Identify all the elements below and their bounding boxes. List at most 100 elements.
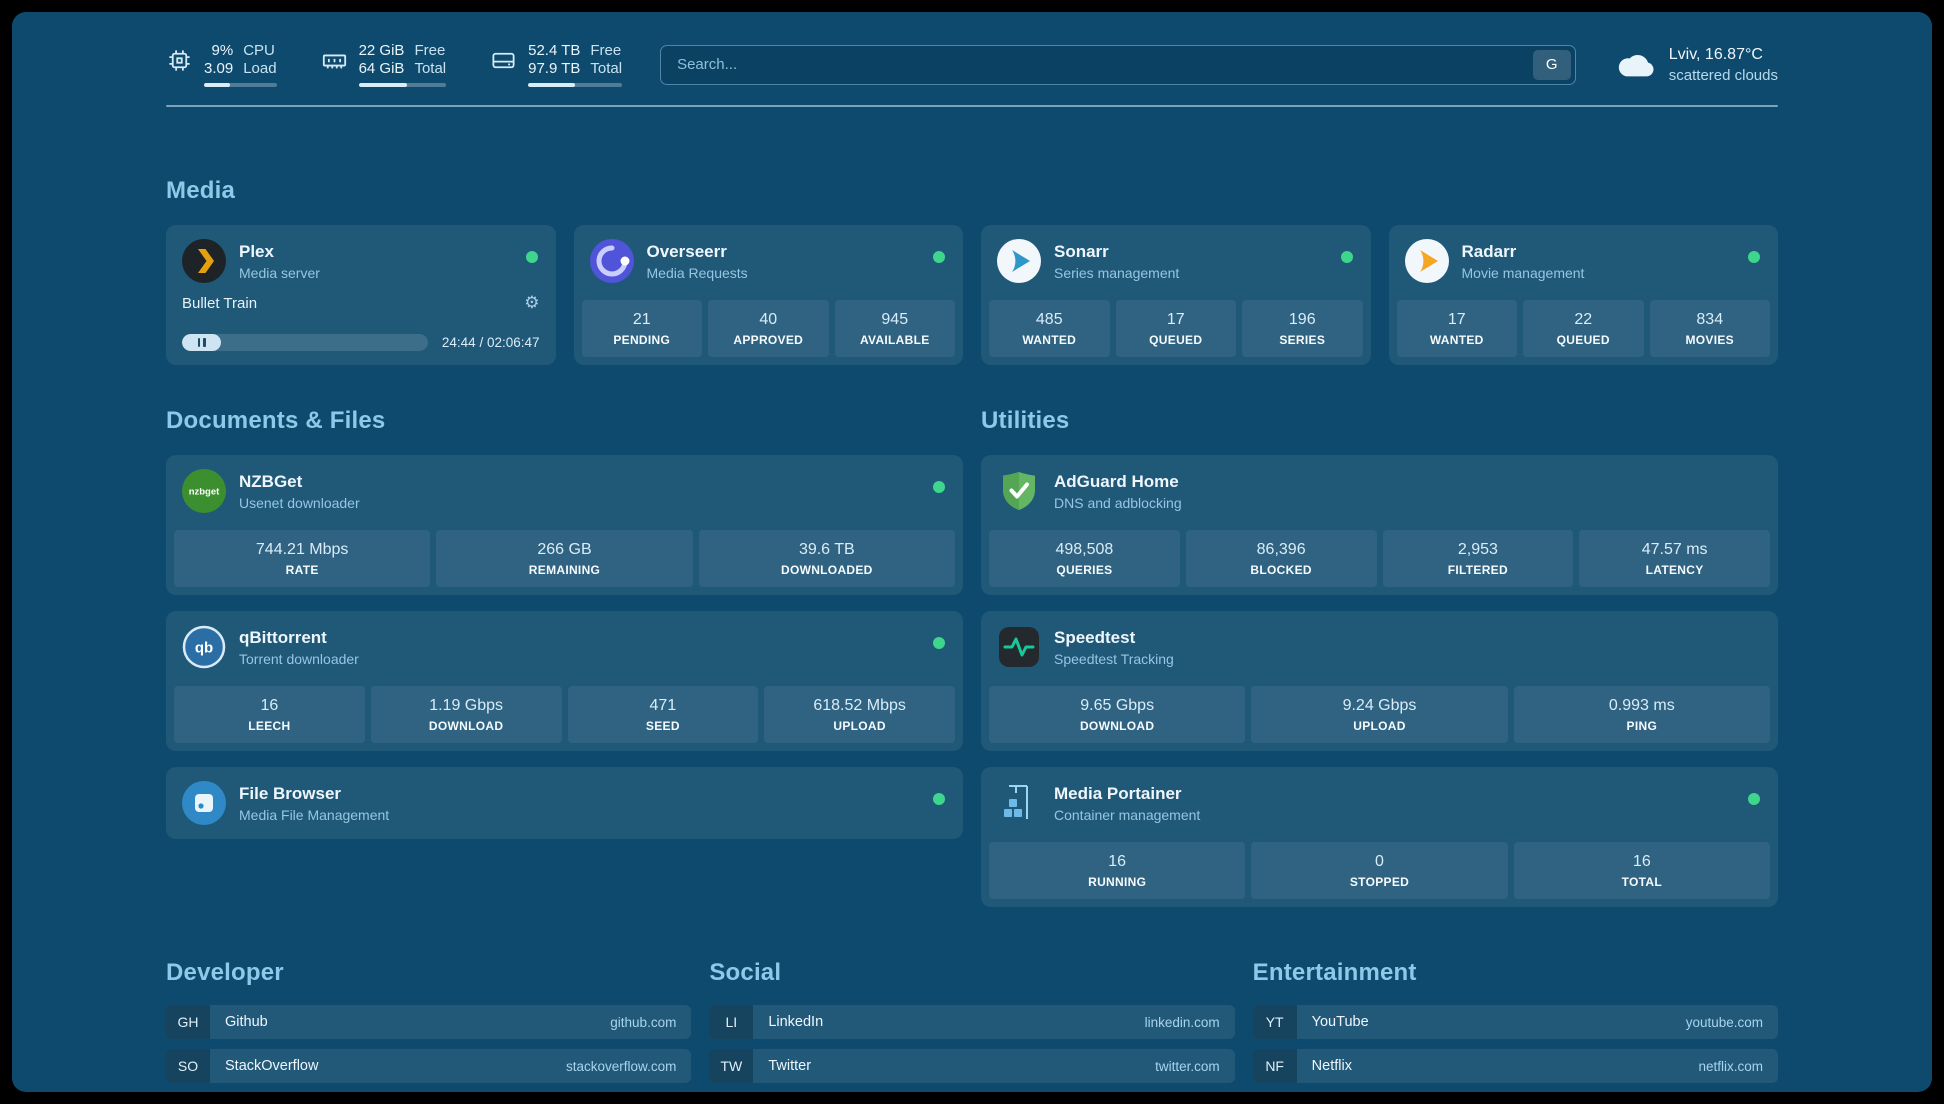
status-dot [1340, 251, 1353, 263]
service-card-speedtest[interactable]: Speedtest Speedtest Tracking 9.65 Gbps D… [981, 611, 1778, 751]
stat-value: 1.19 Gbps [429, 697, 504, 714]
service-name: NZBGet [239, 471, 303, 491]
service-card-nzbget[interactable]: nzbget NZBGet Usenet downloader 744.21 M… [166, 455, 963, 595]
stat-value: 0.993 ms [1608, 697, 1675, 714]
cpu-load-value: 3.09 [204, 60, 234, 77]
column-utilities: Utilities AdGuard Home DNS and adblockin… [981, 407, 1778, 907]
stat-cell: 618.52 Mbps UPLOAD [764, 686, 955, 743]
service-card-adguard[interactable]: AdGuard Home DNS and adblocking 498,508 … [981, 455, 1778, 595]
service-name: qBittorrent [239, 627, 327, 647]
status-dot [1748, 251, 1760, 263]
bookmark-name: Netflix [1311, 1058, 1352, 1074]
status-dot [933, 251, 945, 263]
bookmark-stackoverflow[interactable]: SO StackOverflow stackoverflow.com [166, 1049, 692, 1083]
disk-progress-bar [528, 83, 623, 87]
stat-cell: 0 STOPPED [1251, 842, 1508, 899]
stat-label: TOTAL [1621, 875, 1663, 889]
stat-value: 9.65 Gbps [1080, 697, 1155, 714]
stat-label: WANTED [1429, 333, 1484, 347]
service-card-radarr[interactable]: Radarr Movie management 17 WANTED 22 QUE… [1388, 225, 1778, 365]
stat-cell: 744.21 Mbps RATE [174, 530, 431, 587]
developer-section-title: Developer [166, 959, 284, 986]
search-input[interactable] [661, 45, 1533, 84]
disk-widget: 52.4 TB 97.9 TB Free Total [490, 42, 623, 87]
bookmark-abbr: SO [166, 1049, 210, 1083]
service-name: File Browser [239, 783, 342, 803]
service-card-filebrowser[interactable]: File Browser Media File Management [166, 767, 963, 839]
service-card-overseerr[interactable]: Overseerr Media Requests 21 PENDING 40 A… [573, 225, 963, 365]
filebrowser-icon [182, 781, 226, 825]
service-card-qbittorrent[interactable]: qb qBittorrent Torrent downloader 16 LEE… [166, 611, 963, 751]
stat-cell: 40 APPROVED [708, 300, 829, 357]
memory-icon [321, 42, 348, 74]
bookmark-name: Twitter [768, 1058, 812, 1074]
stat-cell: 16 RUNNING [989, 842, 1246, 899]
memory-total-value: 64 GiB [358, 60, 405, 77]
bookmark-youtube[interactable]: YT YouTube youtube.com [1252, 1005, 1778, 1039]
disk-total-value: 97.9 TB [528, 60, 581, 77]
service-subtitle: Media Requests [646, 264, 748, 281]
pause-icon[interactable] [197, 338, 201, 347]
stat-cell: 21 PENDING [581, 300, 702, 357]
bookmark-group-developer: Developer GH Github github.com SO StackO… [166, 959, 692, 1092]
weather-location: Lviv, 16.87°C [1668, 45, 1763, 63]
weather-condition: scattered clouds [1668, 66, 1778, 84]
stat-cell: 39.6 TB DOWNLOADED [698, 530, 955, 587]
service-name: Radarr [1461, 241, 1517, 261]
stat-cell: 196 SERIES [1242, 300, 1363, 357]
search-bar: G [660, 44, 1576, 85]
disk-free-value: 52.4 TB [528, 42, 581, 59]
service-card-sonarr[interactable]: Sonarr Series management 485 WANTED 17 Q… [981, 225, 1371, 365]
speedtest-icon [997, 625, 1041, 669]
bookmark-github[interactable]: GH Github github.com [166, 1005, 692, 1039]
status-dot [1748, 793, 1760, 805]
bookmark-abbr: GH [166, 1005, 210, 1039]
stat-cell: 17 WANTED [1396, 300, 1517, 357]
stat-label: QUEUED [1149, 333, 1203, 347]
bookmark-url: github.com [610, 1014, 677, 1030]
search-provider-button[interactable]: G [1532, 49, 1571, 80]
service-name: Media Portainer [1054, 783, 1182, 803]
service-card-portainer[interactable]: Media Portainer Container management 16 … [981, 767, 1778, 907]
bookmark-name: Github [225, 1014, 268, 1030]
stat-value: 9.24 Gbps [1342, 697, 1417, 714]
service-name: Overseerr [646, 241, 727, 261]
entertainment-section-title: Entertainment [1252, 959, 1417, 986]
service-subtitle: Movie management [1461, 264, 1585, 281]
playback-progress-fill [182, 334, 222, 351]
stat-value: 945 [881, 311, 909, 328]
memory-free-label: Free [414, 42, 446, 59]
bookmark-netflix[interactable]: NF Netflix netflix.com [1252, 1049, 1778, 1083]
service-subtitle: Speedtest Tracking [1054, 650, 1174, 667]
stat-cell: 16 LEECH [174, 686, 365, 743]
stat-label: UPLOAD [1353, 719, 1406, 733]
stat-cell: 17 QUEUED [1115, 300, 1236, 357]
bookmark-abbr: LI [709, 1005, 754, 1039]
utilities-section-title: Utilities [981, 407, 1070, 434]
stat-label: RUNNING [1088, 875, 1147, 889]
media-section-title: Media [166, 177, 236, 204]
bookmark-twitter[interactable]: TW Twitter twitter.com [709, 1049, 1235, 1083]
stat-cell: 498,508 QUERIES [989, 530, 1180, 587]
topbar-divider [166, 105, 1778, 107]
cpu-progress-bar [204, 83, 277, 87]
stat-value: 47.57 ms [1641, 541, 1708, 558]
bookmark-group-entertainment: Entertainment YT YouTube youtube.com NF … [1252, 959, 1778, 1092]
media-grid: Plex Media server Bullet Train ⚙ 24:44 /… [166, 225, 1778, 365]
status-dot [525, 251, 538, 263]
stat-value: 21 [632, 311, 651, 328]
stat-cell: 1.19 Gbps DOWNLOAD [370, 686, 562, 743]
cpu-usage-value: 9% [211, 42, 234, 59]
stat-cell: 834 MOVIES [1649, 300, 1770, 357]
bookmark-name: StackOverflow [225, 1058, 319, 1074]
gear-icon[interactable]: ⚙ [524, 293, 540, 313]
bookmark-url: stackoverflow.com [566, 1058, 677, 1074]
stat-label: UPLOAD [833, 719, 886, 733]
disk-total-label: Total [590, 60, 623, 77]
bookmark-linkedin[interactable]: LI LinkedIn linkedin.com [709, 1005, 1235, 1039]
service-card-plex[interactable]: Plex Media server Bullet Train ⚙ 24:44 /… [166, 225, 556, 365]
playback-progress-track [182, 334, 428, 351]
stat-cell: 16 TOTAL [1513, 842, 1770, 899]
bookmark-url: youtube.com [1685, 1014, 1763, 1030]
bookmark-name: YouTube [1311, 1014, 1369, 1030]
